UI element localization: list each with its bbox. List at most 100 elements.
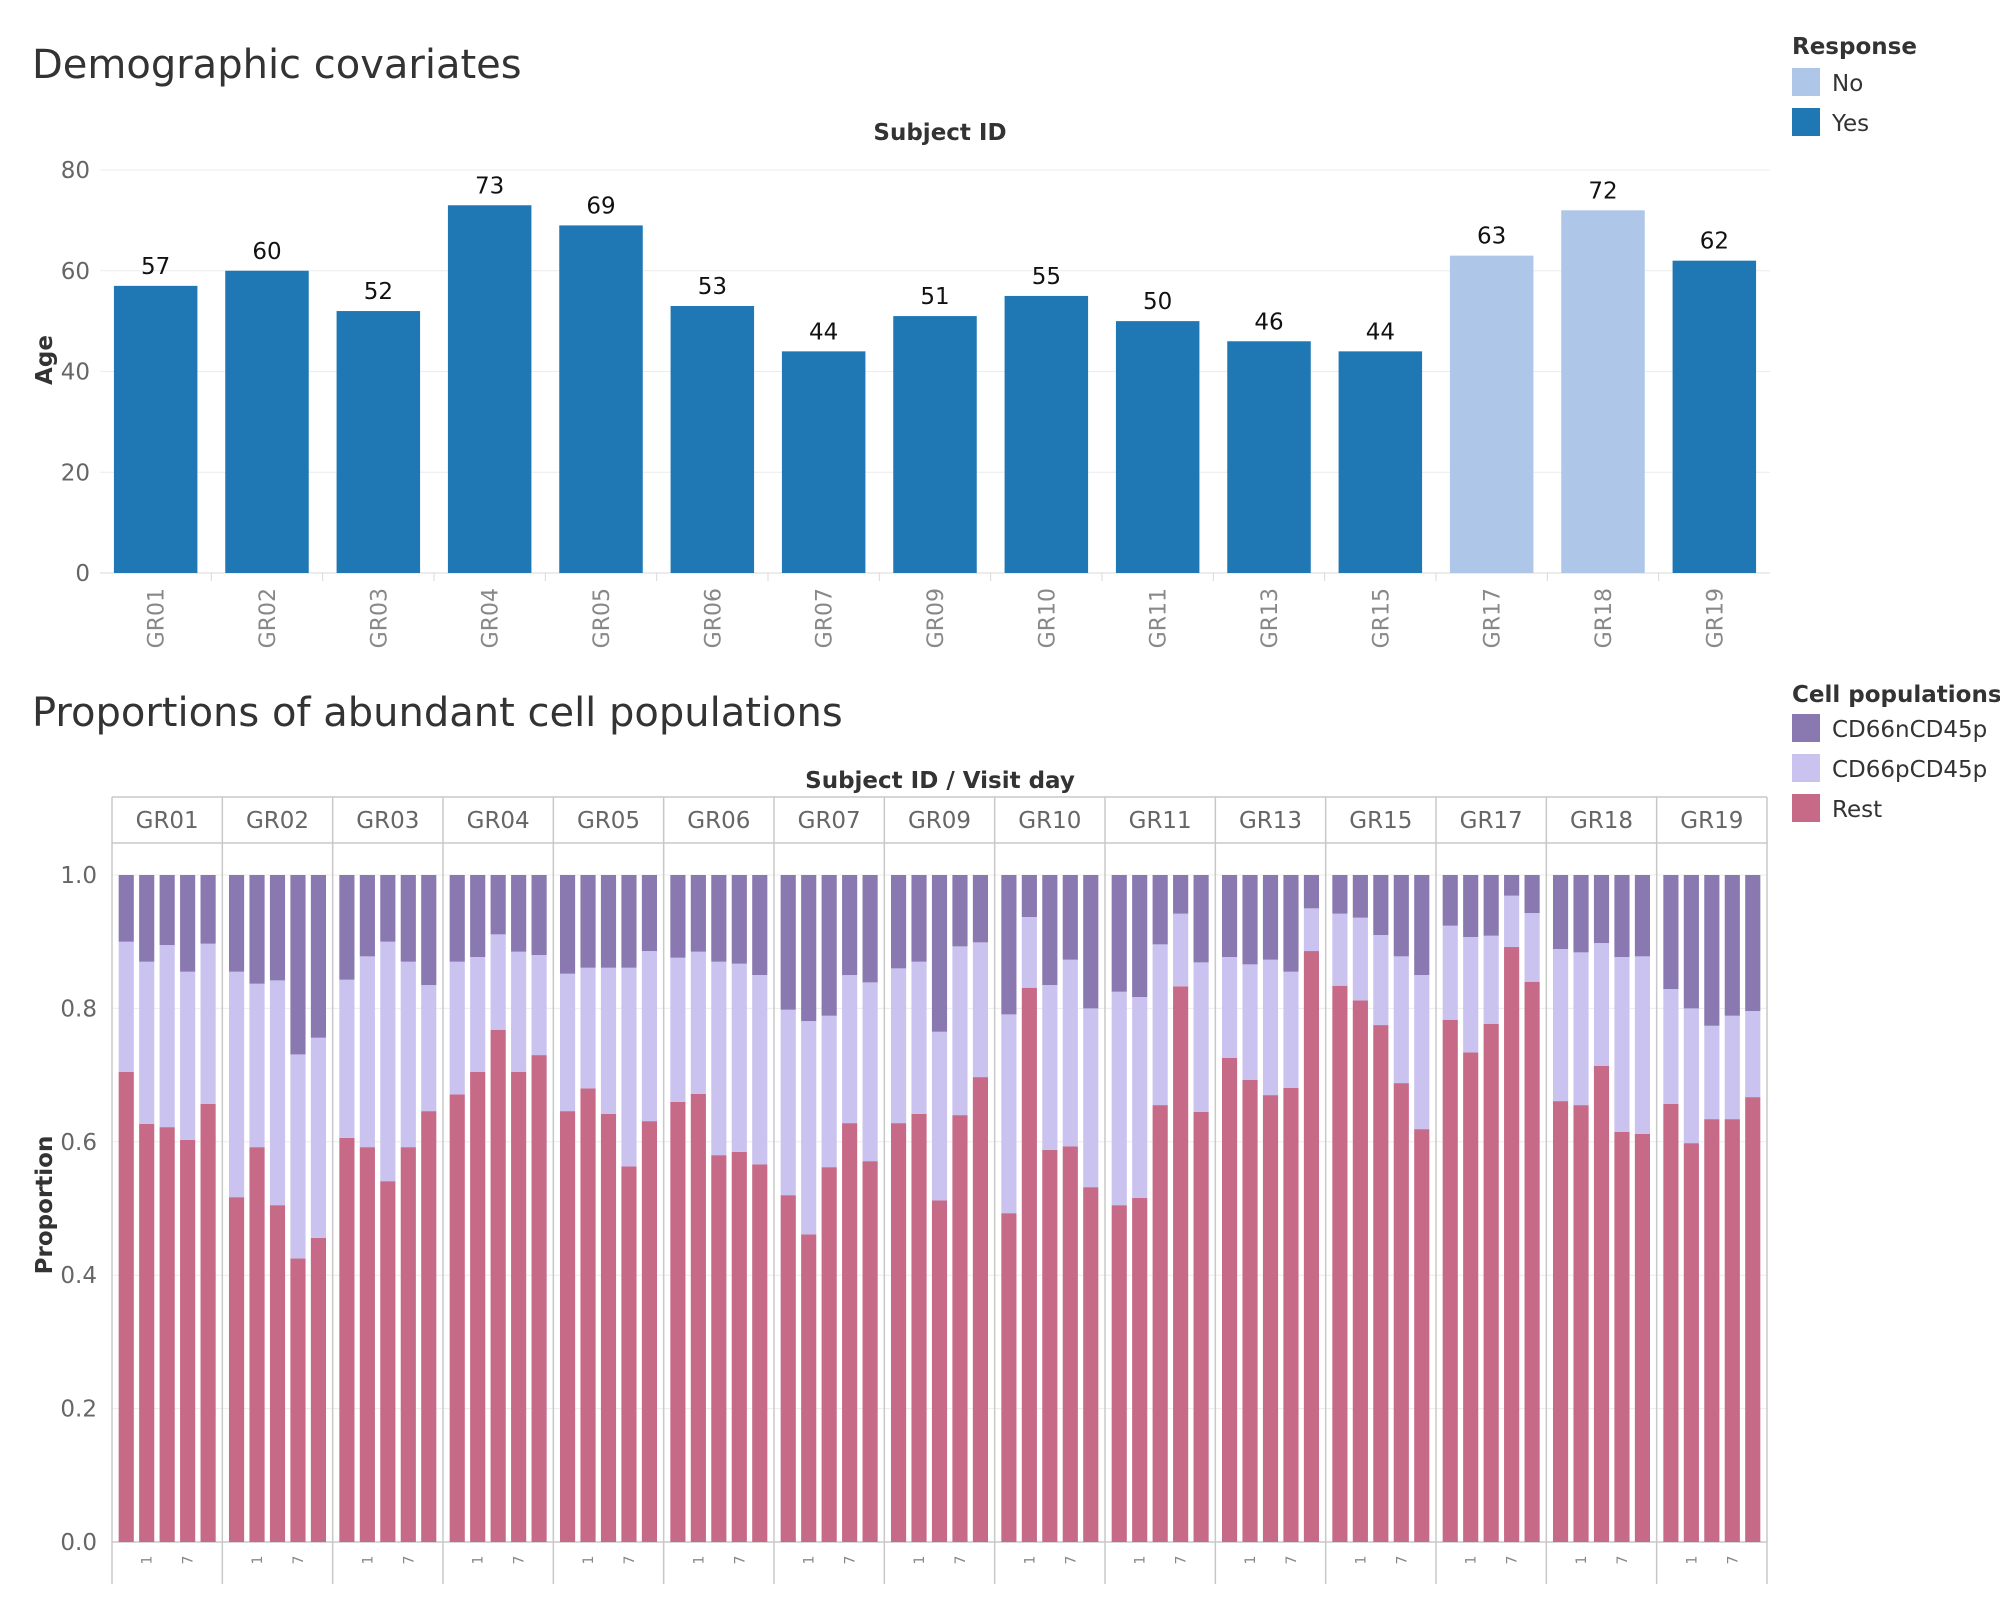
cd66pcd45p-segment: [1634, 956, 1651, 1134]
age-category-label: GR01: [145, 588, 170, 648]
age-bar: [447, 205, 532, 573]
rest-segment: [1414, 1129, 1430, 1542]
cells-chart-y-ticks: 0.0 0.2 0.4 0.6 0.8 1.0: [60, 863, 97, 1556]
age-bar: [1115, 321, 1200, 573]
cd66ncd45p-segment: [118, 875, 134, 942]
cd66pcd45p-segment: [690, 951, 706, 1094]
age-bar-value-label: 51: [920, 284, 949, 310]
cd66pcd45p-segment: [862, 982, 878, 1162]
cd66pcd45p-segment: [670, 957, 686, 1102]
rest-segment: [1283, 1087, 1299, 1542]
cd66pcd45p-segment: [842, 975, 858, 1124]
rest-segment: [1593, 1065, 1610, 1542]
cd66pcd45p-segment: [511, 951, 527, 1072]
cd66ncd45p-segment: [1083, 875, 1099, 1009]
facet-subject-label: GR17: [1460, 808, 1523, 834]
age-category-label: GR15: [1369, 588, 1394, 648]
rest-segment: [952, 1115, 968, 1542]
rest-segment: [690, 1093, 706, 1542]
age-bar-value-label: 62: [1700, 229, 1729, 255]
cd66pcd45p-segment: [249, 983, 265, 1148]
rest-segment: [310, 1237, 327, 1542]
age-bar: [893, 316, 977, 573]
rest-segment: [931, 1200, 948, 1542]
facet-subject-label: GR03: [356, 808, 419, 834]
facet-subject-label: GR05: [577, 808, 640, 834]
age-bar-value-label: 50: [1143, 289, 1172, 315]
visit-day-tick-label: 1: [912, 1556, 928, 1565]
cd66ncd45p-segment: [862, 875, 878, 983]
cd66ncd45p-segment: [890, 875, 907, 969]
rest-segment: [1524, 981, 1540, 1542]
visit-day-tick-label: 1: [691, 1556, 707, 1565]
age-bar-value-label: 73: [475, 173, 504, 199]
cd66ncd45p-segment: [490, 875, 506, 935]
cells-chart-visit-ticks: 1 7 1 7 1 7 1 7 1 7 1 7 1 7 1 7 1 7 1 7 1 7 1 7 1 7 1 7 1 7: [140, 1556, 1742, 1565]
visit-day-tick-label: 7: [1615, 1556, 1631, 1565]
cd66ncd45p-segment: [1283, 875, 1299, 972]
cd66pcd45p-segment: [952, 946, 968, 1116]
rest-segment: [339, 1137, 355, 1542]
age-category-label: GR11: [1147, 588, 1172, 648]
rest-segment: [842, 1123, 858, 1542]
age-y-tick-label: 80: [61, 158, 90, 184]
age-chart-x-header: Subject ID: [873, 120, 1006, 146]
cd66pcd45p-segment: [449, 961, 465, 1095]
rest-segment: [580, 1088, 596, 1542]
cell-populations-legend: Cell populations CD66nCD45p CD66pCD45p Res…: [1792, 682, 2000, 823]
visit-day-tick-label: 1: [1574, 1556, 1590, 1565]
age-y-tick-label: 20: [61, 460, 90, 486]
visit-day-tick-label: 7: [622, 1556, 638, 1565]
age-bar-value-label: 44: [809, 319, 838, 345]
cd66pcd45p-segment: [821, 1015, 837, 1168]
cd66pcd45p-segment: [752, 975, 768, 1165]
rest-segment: [862, 1161, 878, 1542]
cd66ncd45p-segment: [511, 875, 527, 952]
cell-legend-label: CD66nCD45p: [1832, 717, 1987, 743]
cd66pcd45p-segment: [1593, 943, 1610, 1066]
cd66ncd45p-segment: [780, 875, 796, 1010]
rest-segment: [359, 1147, 375, 1542]
rest-segment: [1001, 1213, 1017, 1542]
cd66pcd45p-segment: [1132, 997, 1148, 1198]
cells-y-tick-label: 0.6: [60, 1130, 97, 1156]
visit-day-tick-label: 7: [181, 1556, 197, 1565]
cd66pcd45p-segment: [1332, 913, 1348, 986]
cd66ncd45p-segment: [290, 875, 306, 1055]
cd66ncd45p-segment: [1683, 875, 1699, 1009]
cd66ncd45p-segment: [972, 875, 989, 943]
rest-segment: [1704, 1119, 1720, 1542]
facet-subject-label: GR02: [246, 808, 309, 834]
cd66pcd45p-segment: [139, 961, 155, 1124]
cd66pcd45p-segment: [890, 968, 907, 1124]
cd66ncd45p-segment: [310, 875, 327, 1038]
age-category-label: GR03: [367, 588, 392, 648]
rest-segment: [490, 1029, 506, 1542]
rest-segment: [1173, 986, 1189, 1542]
rest-segment: [1152, 1105, 1168, 1542]
cd66pcd45p-segment: [290, 1054, 306, 1259]
cd66ncd45p-segment: [1724, 875, 1740, 1016]
cd66pcd45p-segment: [559, 973, 576, 1112]
cd66pcd45p-segment: [1373, 935, 1389, 1026]
cd66ncd45p-segment: [1021, 875, 1037, 918]
rest-segment: [972, 1077, 989, 1542]
visit-day-tick-label: 7: [291, 1556, 307, 1565]
rest-segment: [1483, 1023, 1499, 1542]
cd66pcd45p-segment: [400, 961, 416, 1148]
response-legend-swatch: [1792, 108, 1820, 136]
age-category-label: GR09: [924, 588, 949, 648]
cells-y-tick-label: 1.0: [60, 863, 97, 889]
cd66pcd45p-segment: [1152, 944, 1168, 1106]
cd66pcd45p-segment: [1221, 957, 1238, 1058]
cd66pcd45p-segment: [711, 961, 727, 1156]
cd66ncd45p-segment: [1393, 875, 1409, 957]
facet-subject-label: GR18: [1570, 808, 1633, 834]
cd66pcd45p-segment: [1614, 957, 1630, 1132]
cd66pcd45p-segment: [1745, 1011, 1761, 1098]
cd66pcd45p-segment: [118, 941, 134, 1072]
cd66pcd45p-segment: [1442, 925, 1458, 1020]
cd66ncd45p-segment: [359, 875, 375, 957]
rest-segment: [1062, 1146, 1078, 1542]
